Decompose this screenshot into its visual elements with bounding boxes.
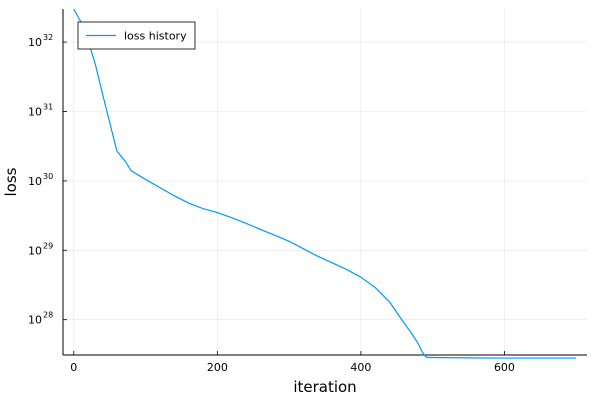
y-tick-label: 10 29 — [28, 241, 53, 257]
y-tick-label: 10 30 — [28, 172, 53, 188]
y-tick-exponent: 31 — [43, 103, 53, 112]
legend-label: loss history — [124, 30, 187, 43]
y-tick-label: 10 32 — [28, 33, 53, 49]
y-tick-exponent: 30 — [43, 172, 53, 181]
x-tick-label: 200 — [207, 361, 228, 374]
y-tick-exponent: 29 — [43, 241, 53, 250]
y-tick-label: 10 31 — [28, 103, 53, 119]
series-line-loss-history — [73, 8, 577, 359]
x-tick-label: 400 — [350, 361, 371, 374]
y-tick-exponent: 28 — [43, 311, 53, 320]
axes — [62, 9, 587, 356]
x-axis-title: iteration — [293, 378, 356, 396]
y-tick-base: 10 — [28, 106, 42, 119]
y-tick-base: 10 — [28, 36, 42, 49]
legend: loss history — [77, 21, 196, 50]
grid — [63, 9, 587, 355]
x-ticks: 0 200 400 600 — [70, 351, 515, 374]
y-axis-title: loss — [2, 167, 20, 196]
y-tick-base: 10 — [28, 314, 42, 327]
y-tick-label: 10 28 — [28, 311, 53, 327]
y-tick-base: 10 — [28, 175, 42, 188]
y-tick-exponent: 32 — [43, 33, 53, 42]
x-tick-label: 600 — [494, 361, 515, 374]
x-tick-label: 0 — [70, 361, 77, 374]
y-tick-base: 10 — [28, 244, 42, 257]
series-layer — [73, 8, 577, 359]
